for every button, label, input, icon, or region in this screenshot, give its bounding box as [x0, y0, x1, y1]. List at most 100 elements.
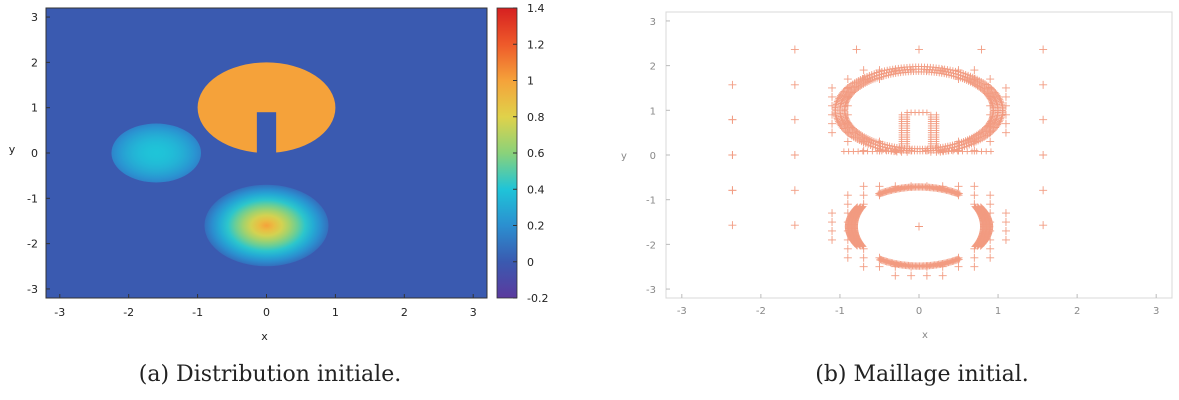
- mesh-point: [728, 151, 737, 159]
- x-tick-label: 3: [470, 306, 477, 319]
- y-tick-label: 1: [31, 102, 38, 115]
- mesh-point: [970, 66, 979, 75]
- y-tick-label: 1: [650, 106, 656, 117]
- mesh-point: [986, 191, 995, 200]
- mesh-point: [790, 45, 799, 54]
- mesh-point: [1001, 209, 1010, 218]
- mesh-point: [839, 125, 846, 132]
- mesh-point: [876, 191, 883, 198]
- mesh-point: [960, 70, 967, 77]
- mesh-point: [933, 111, 940, 118]
- mesh-point: [875, 182, 884, 191]
- mesh-point: [828, 226, 837, 235]
- mesh-point: [790, 186, 799, 195]
- mesh-point: [1001, 128, 1010, 137]
- mesh-point: [1001, 218, 1010, 227]
- y-tick-label: -2: [646, 240, 656, 251]
- mesh-point: [859, 146, 868, 155]
- mesh-point: [993, 115, 1000, 122]
- mesh-point: [1039, 186, 1048, 195]
- x-tick-label: 3: [1153, 306, 1159, 317]
- x-tick-label: -1: [192, 306, 203, 319]
- mesh-point: [843, 244, 852, 253]
- mesh-point: [1001, 110, 1010, 119]
- mesh-point: [987, 117, 994, 124]
- panel-mesh: -3 -2 -1 0 1 2 3 -3 -2 -1 0 1 2 3 x y (b) Maillage init…: [600, 0, 1179, 400]
- mesh-point: [957, 69, 964, 76]
- mesh-point: [790, 115, 799, 124]
- mesh-point: [843, 99, 850, 106]
- mesh-point: [987, 89, 994, 96]
- mesh-point: [843, 191, 852, 200]
- x-axis-label: x: [922, 330, 928, 341]
- mesh-point: [828, 83, 837, 92]
- bump: [111, 123, 202, 183]
- mesh-point: [1039, 221, 1048, 230]
- mesh-point: [988, 85, 995, 92]
- mesh-point: [886, 66, 893, 73]
- mesh-point: [828, 128, 837, 137]
- caption-b: (b) Maillage initial.: [815, 362, 1029, 387]
- colorbar-tick-label: 0.2: [527, 220, 545, 233]
- mesh-point: [859, 66, 868, 75]
- mesh-point: [1001, 226, 1010, 235]
- mesh-point: [970, 191, 979, 200]
- mesh-point: [898, 111, 905, 118]
- colorbar-tick-label: 0.6: [527, 147, 545, 160]
- colorbar-tick-label: 1.4: [527, 2, 545, 15]
- mesh-point: [997, 117, 1004, 124]
- mesh-point: [922, 271, 931, 280]
- mesh-point: [952, 67, 959, 74]
- mesh-point: [1001, 235, 1010, 244]
- slotted-disk: [197, 62, 336, 153]
- mesh-point: [986, 244, 995, 253]
- mesh-point: [1039, 80, 1048, 89]
- mesh-point: [970, 262, 979, 271]
- mesh-point: [844, 124, 851, 131]
- y-axis-label: y: [9, 143, 16, 156]
- mesh-point: [728, 221, 737, 230]
- heatmap-chart: -3 -2 -1 0 1 2 3 -3 -2 -1 0 1 2 3 x y -0.2 0 0.2 0.4 0.6 0.8 1…: [9, 2, 549, 343]
- mesh-point: [834, 116, 841, 123]
- colorbar-tick-label: -0.2: [527, 292, 548, 305]
- mesh-point: [838, 114, 845, 121]
- mesh-point: [947, 66, 954, 73]
- mesh-point: [915, 45, 923, 54]
- mesh-point: [915, 222, 923, 231]
- mesh-point: [977, 45, 986, 54]
- mesh-point: [859, 191, 868, 200]
- mesh-point: [860, 243, 867, 250]
- mesh-point: [991, 88, 998, 95]
- mesh-point: [999, 108, 1006, 115]
- mesh-point: [962, 70, 969, 77]
- mesh-point: [843, 253, 852, 262]
- x-axis-label: x: [261, 330, 268, 343]
- x-tick-label: -2: [123, 306, 134, 319]
- mesh-point: [892, 65, 899, 72]
- mesh-point: [1001, 83, 1010, 92]
- mesh-point: [838, 99, 845, 106]
- mesh-point: [859, 262, 868, 271]
- mesh-point: [842, 114, 849, 121]
- mesh-point: [988, 116, 995, 123]
- mesh-point: [728, 80, 737, 89]
- mesh-point: [844, 116, 851, 123]
- mesh-point: [988, 114, 995, 121]
- mesh-point: [986, 253, 995, 262]
- mesh-point: [833, 115, 840, 122]
- mesh-point: [852, 45, 861, 54]
- colorbar-tick-label: 0.8: [527, 111, 545, 124]
- mesh-point: [847, 87, 854, 94]
- mesh-point: [840, 94, 847, 101]
- x-tick-label: 2: [401, 306, 408, 319]
- y-axis-label: y: [621, 151, 627, 162]
- mesh-point: [986, 119, 993, 126]
- mesh-point: [949, 67, 956, 74]
- y-tick-label: 0: [650, 151, 656, 162]
- mesh-point: [859, 253, 868, 262]
- mesh-point: [843, 85, 850, 92]
- mesh-point: [828, 218, 837, 227]
- mesh-point: [986, 200, 995, 209]
- mesh-point: [955, 255, 962, 262]
- panel-distribution: -3 -2 -1 0 1 2 3 -3 -2 -1 0 1 2 3 x y -0.2 0 0.2 0.4 0.6 0.8 1…: [0, 0, 580, 400]
